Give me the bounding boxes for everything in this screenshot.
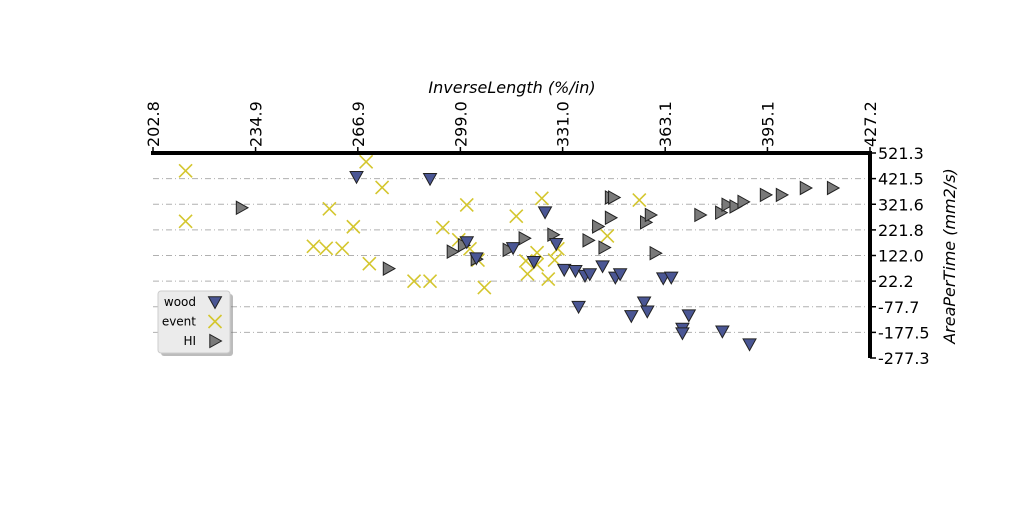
point-event <box>632 192 647 208</box>
point-event <box>178 214 193 229</box>
point-hi <box>721 197 735 213</box>
point-hi <box>604 210 619 226</box>
x-tick-label: 363.1 <box>656 101 675 147</box>
point-event <box>375 180 390 195</box>
point-wood <box>681 309 697 323</box>
y-tick-labels: 521.3 421.5 321.6 221.8 122.0 22.2 -77.7 -177.5… <box>870 144 930 368</box>
y-axis-title: AreaPerTime (mm2/s) <box>940 168 959 345</box>
point-hi <box>608 190 622 205</box>
point-event <box>422 274 438 289</box>
point-wood <box>639 305 655 319</box>
point-wood <box>636 296 652 310</box>
point-hi <box>582 233 596 248</box>
gridlines <box>153 178 870 333</box>
point-wood <box>422 173 438 187</box>
point-hi <box>775 187 790 203</box>
y-tick-label: 122.0 <box>878 247 924 266</box>
point-hi <box>737 194 751 210</box>
y-tick-label: 321.6 <box>878 195 924 214</box>
point-hi <box>826 180 841 196</box>
point-wood <box>623 310 639 324</box>
point-wood <box>469 252 484 266</box>
point-hi <box>759 187 774 203</box>
point-hi <box>382 261 397 276</box>
y-tick-label: -277.3 <box>878 349 930 368</box>
point-wood <box>612 268 628 282</box>
legend-label-wood: wood <box>164 295 196 309</box>
point-event <box>600 228 615 244</box>
point-wood <box>459 236 475 250</box>
point-event <box>306 239 321 254</box>
data-points <box>178 154 841 352</box>
point-wood <box>537 206 553 220</box>
x-tick-label: 427.2 <box>861 101 880 147</box>
point-hi <box>446 244 460 259</box>
point-hi <box>715 205 729 220</box>
point-event <box>477 280 492 295</box>
y-tick-label: 221.8 <box>878 221 924 240</box>
point-hi <box>592 219 606 234</box>
point-event <box>346 219 361 234</box>
y-tick-label: 22.2 <box>878 272 914 291</box>
point-wood <box>548 237 564 252</box>
point-wood <box>582 268 598 282</box>
legend: wood event HI <box>157 290 233 356</box>
point-event <box>319 241 334 256</box>
y-tick-label: 521.3 <box>878 144 924 163</box>
point-event <box>435 220 450 235</box>
point-event <box>362 256 377 271</box>
x-tick-label: 331.0 <box>554 101 573 147</box>
point-event <box>509 209 524 224</box>
point-hi <box>598 240 612 255</box>
point-wood <box>595 260 610 274</box>
point-hi <box>235 200 250 216</box>
point-hi <box>694 207 708 223</box>
point-event <box>178 163 193 178</box>
y-tick-label: 421.5 <box>878 170 924 189</box>
point-hi <box>547 227 561 243</box>
legend-marker-wood <box>207 296 223 310</box>
x-tick-label: 299.0 <box>451 101 470 147</box>
point-wood <box>742 338 757 352</box>
point-wood <box>571 300 586 315</box>
point-event <box>335 241 350 256</box>
x-tick-label: 395.1 <box>758 101 777 147</box>
point-wood <box>675 327 690 341</box>
legend-label-event: event <box>162 315 196 329</box>
point-event <box>359 154 374 169</box>
point-event <box>459 197 474 212</box>
point-hi <box>649 245 663 261</box>
point-event <box>534 191 549 206</box>
point-wood <box>349 170 364 185</box>
point-hi <box>799 180 813 196</box>
point-wood <box>505 242 521 256</box>
x-tick-label: 266.9 <box>349 101 368 147</box>
x-tick-labels: 202.8 234.9 266.9 299.0 331.0 363.1 395.1 427.2 <box>144 101 880 153</box>
point-hi <box>729 199 743 214</box>
legend-label-hi: HI <box>183 334 196 348</box>
point-wood <box>556 263 572 278</box>
legend-marker-event <box>207 314 223 329</box>
x-tick-label: 234.9 <box>247 101 266 147</box>
legend-marker-hi <box>209 333 223 349</box>
point-hi <box>644 207 659 223</box>
point-wood <box>526 255 542 270</box>
x-tick-label: 202.8 <box>144 101 163 147</box>
x-axis-title: InverseLength (%/in) <box>428 78 595 97</box>
point-wood <box>715 325 730 339</box>
point-event <box>541 272 556 287</box>
point-event <box>406 274 422 289</box>
y-tick-label: -177.5 <box>878 323 930 342</box>
point-wood <box>663 271 679 285</box>
y-tick-label: -77.7 <box>878 298 919 317</box>
point-hi <box>518 230 532 246</box>
point-event <box>322 201 337 216</box>
